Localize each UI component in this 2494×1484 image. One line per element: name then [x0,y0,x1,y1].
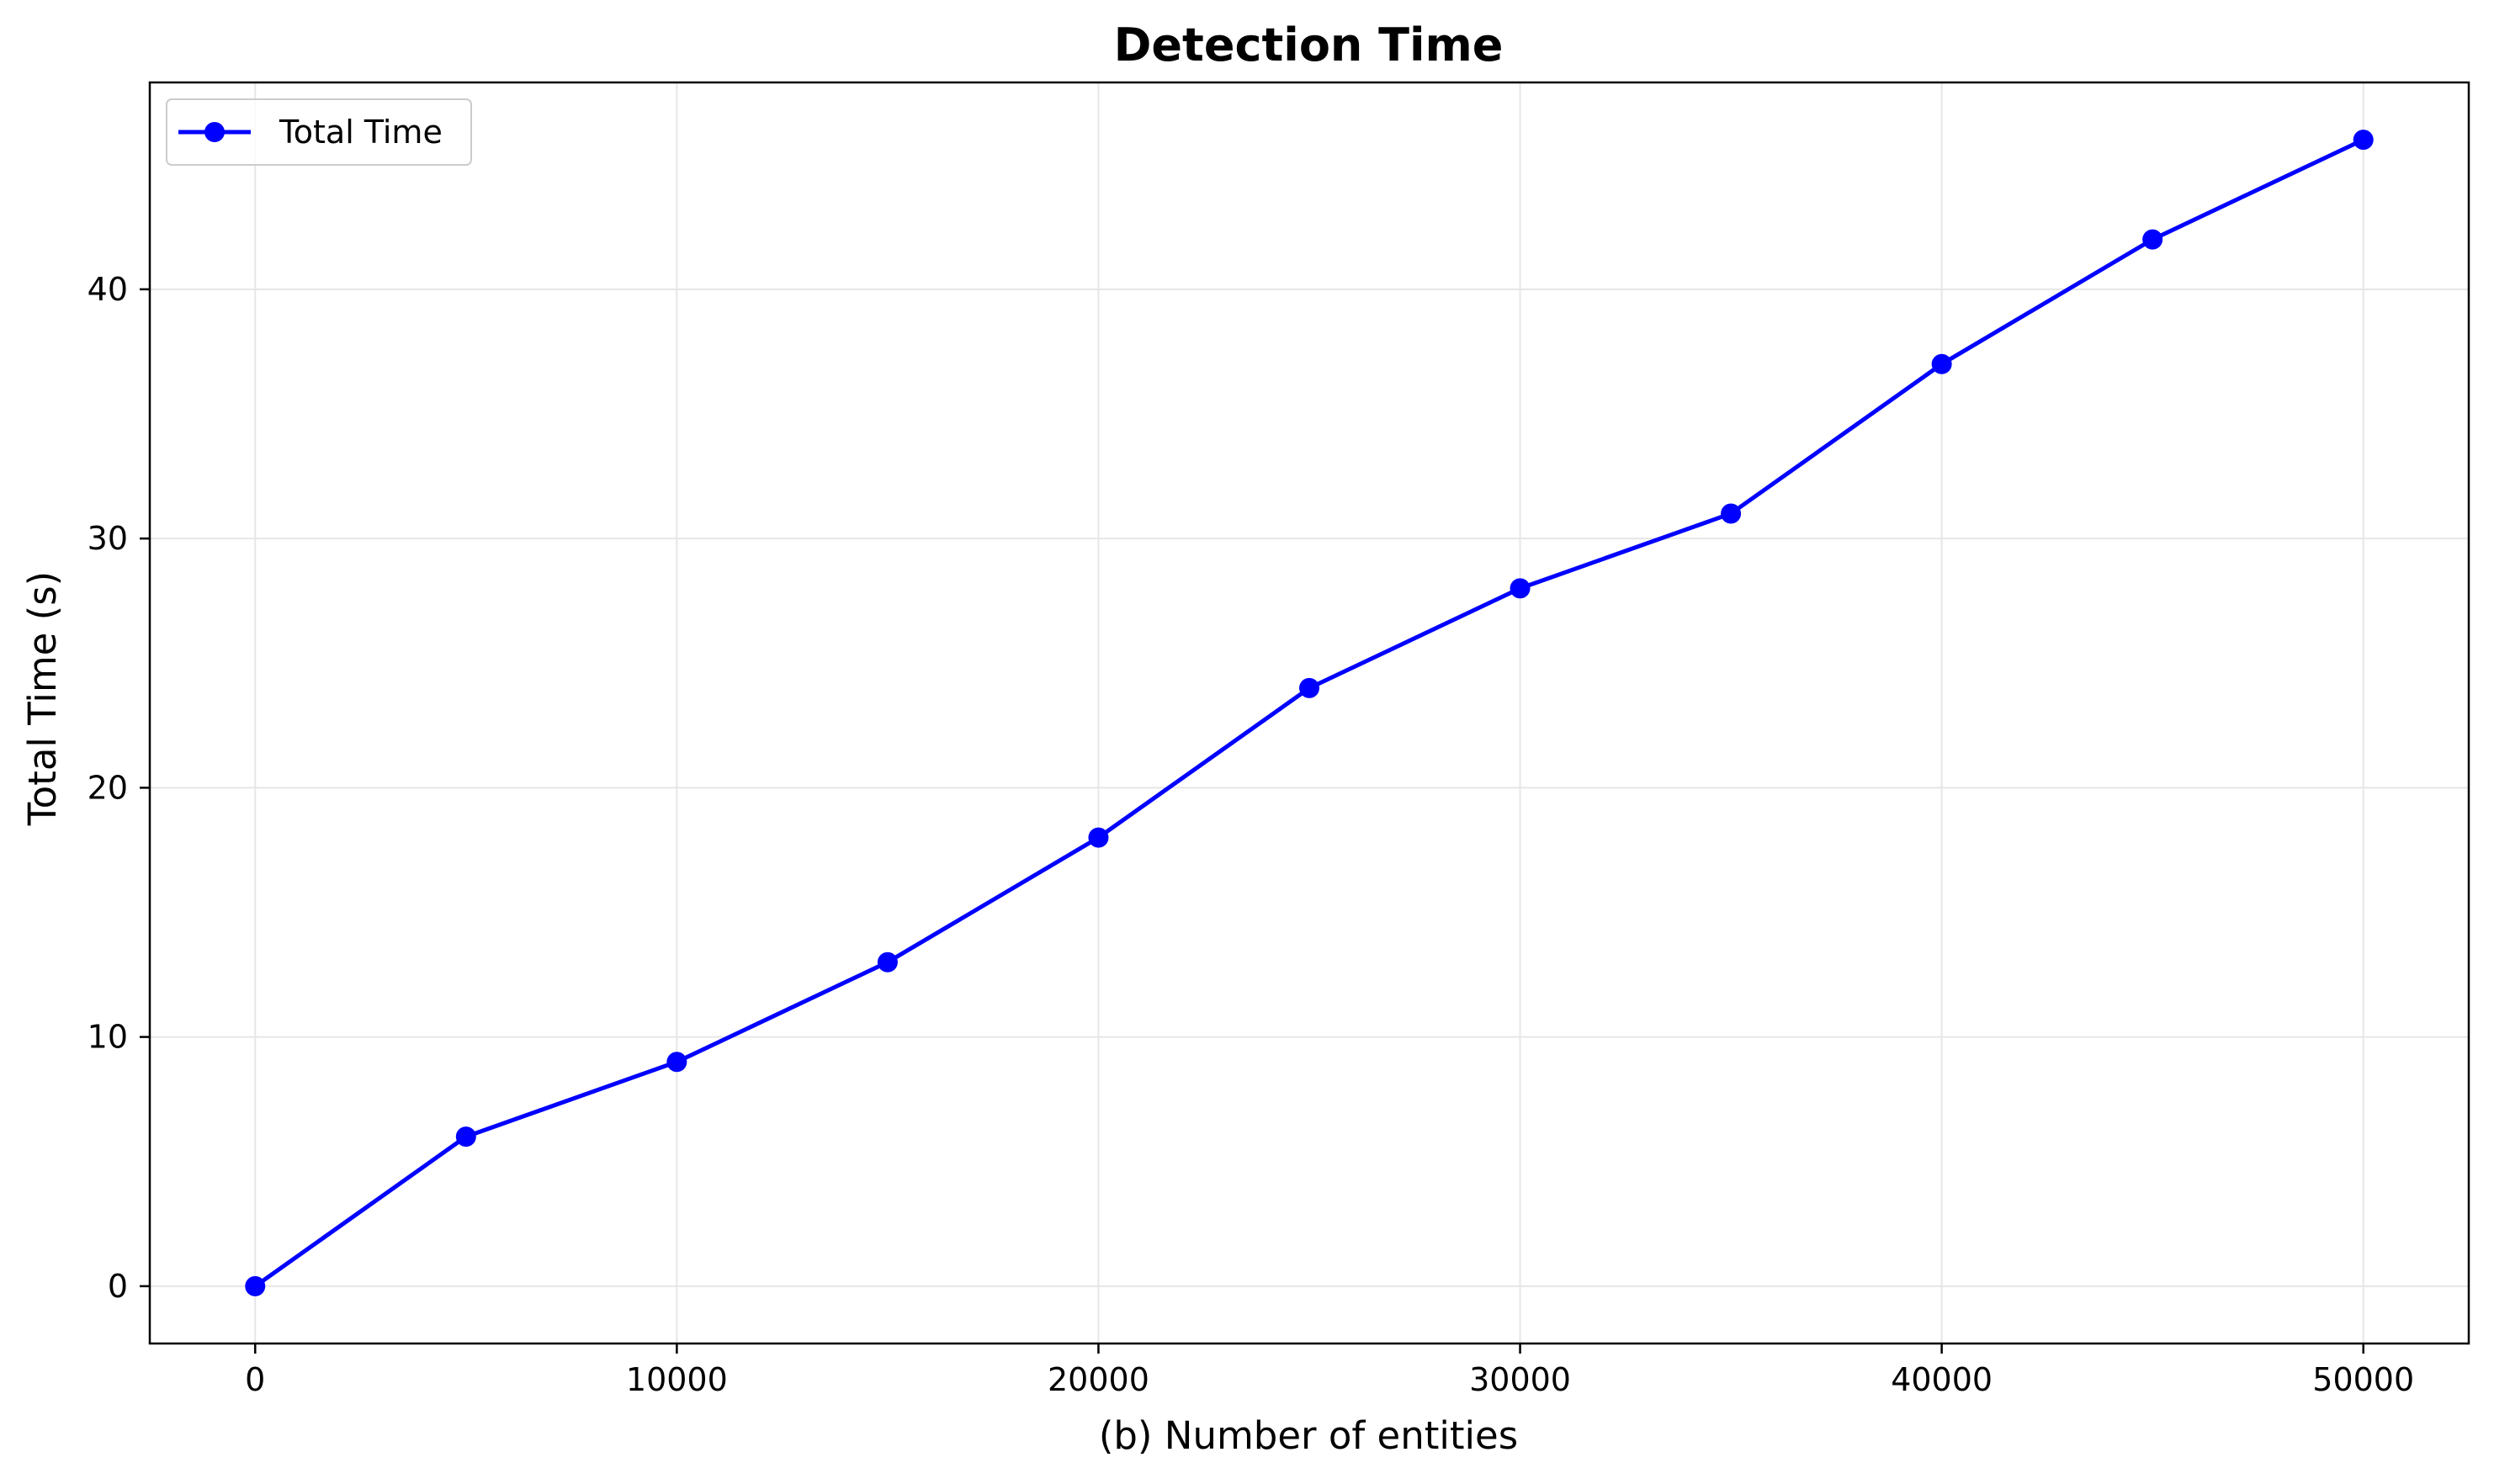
x-tick-label: 30000 [1469,1361,1571,1398]
legend-point-marker [204,122,225,142]
y-tick-label: 10 [88,1019,128,1056]
y-axis-label: Total Time (s) [20,571,65,826]
data-point [2142,229,2163,250]
y-tick-label: 20 [88,769,128,806]
x-tick-label: 10000 [626,1361,728,1398]
data-point [1931,353,1952,374]
y-tick-label: 0 [108,1268,128,1305]
legend: Total Time [166,98,472,166]
data-point [1088,827,1109,848]
legend-box [166,98,472,166]
x-tick-label: 20000 [1048,1361,1149,1398]
data-point [877,951,898,973]
y-axis-ticks: 0 10 20 30 40 [88,271,150,1305]
x-tick-label: 0 [245,1361,265,1398]
series-layer [245,130,2374,1296]
y-tick-label: 40 [88,271,128,308]
grid-lines [150,82,2469,1344]
data-point [2353,130,2374,151]
x-tick-label: 50000 [2312,1361,2414,1398]
chart-title: Detection Time [1114,19,1504,72]
x-axis-label: (b) Number of entities [1099,1413,1518,1458]
x-tick-label: 40000 [1891,1361,1993,1398]
data-point [1510,578,1531,599]
y-tick-label: 30 [88,520,128,557]
data-point [1299,677,1319,698]
plot-area-frame [148,81,2470,1345]
data-point [455,1126,476,1147]
data-point [666,1052,687,1073]
legend-label-total-time: Total Time [279,114,443,151]
data-point [245,1275,266,1296]
x-axis-ticks: 0 10000 20000 30000 40000 50000 [245,1344,2414,1398]
data-point [1721,503,1742,524]
